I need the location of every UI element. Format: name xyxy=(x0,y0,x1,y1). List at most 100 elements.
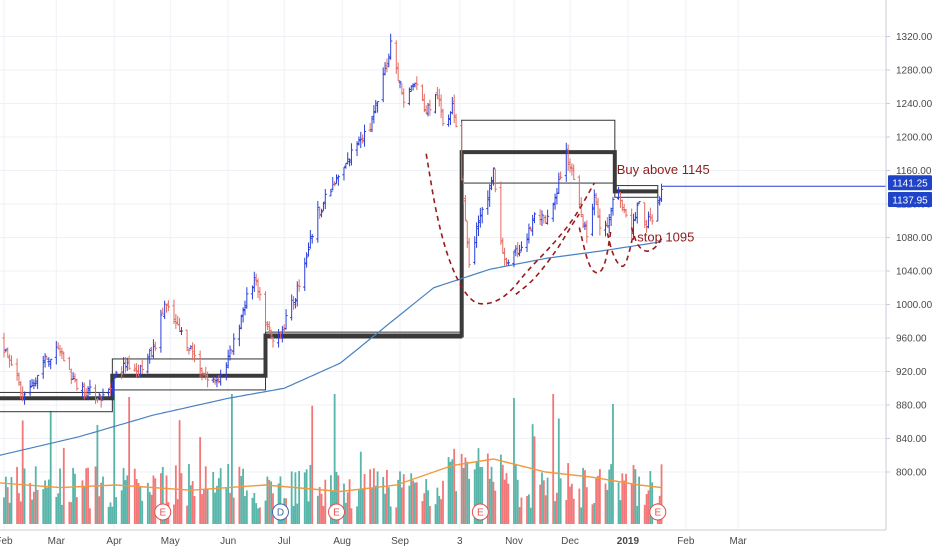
price-bars xyxy=(2,33,664,408)
cup-handle-curve xyxy=(425,153,595,305)
earnings-marker[interactable] xyxy=(471,503,489,521)
volume-bar xyxy=(303,472,306,524)
y-tick-label: 1080.00 xyxy=(896,233,932,244)
volume-bar xyxy=(204,466,207,524)
stop-annotation: stop 1095 xyxy=(637,230,694,245)
event-marker-label: E xyxy=(477,508,484,519)
price-tag[interactable] xyxy=(888,191,932,207)
volume-bar xyxy=(75,497,78,524)
buy-annotation: Buy above 1145 xyxy=(617,162,710,177)
volume-bar xyxy=(36,489,39,524)
price-tag[interactable] xyxy=(888,175,932,191)
volume-bar xyxy=(245,490,248,524)
volume-bar xyxy=(219,468,222,524)
volume-bar xyxy=(47,479,50,524)
volume-bar xyxy=(645,494,648,524)
volume-bar xyxy=(343,483,345,524)
volume-bar xyxy=(251,497,254,524)
earnings-marker[interactable] xyxy=(328,503,346,521)
volume-bar xyxy=(520,497,523,524)
volume-bar xyxy=(544,495,547,524)
volume-bar xyxy=(98,496,101,524)
x-tick-label: Mar xyxy=(730,536,748,547)
volume-bar xyxy=(255,503,258,524)
volume-bar xyxy=(440,499,443,524)
volume-bar xyxy=(18,493,20,524)
gridlines xyxy=(0,0,886,530)
volume-bar xyxy=(3,497,5,524)
volume-bar xyxy=(554,501,556,524)
moving-average-line xyxy=(0,241,662,456)
volume-bar xyxy=(475,461,478,524)
annotations: Buy above 1145 stop 1095 xyxy=(617,162,710,245)
volume-bar xyxy=(371,487,373,524)
volume-bar xyxy=(399,471,401,524)
volume-bar xyxy=(468,478,471,524)
volume-bar xyxy=(630,483,633,524)
volume-bar xyxy=(570,483,573,524)
volume-bar xyxy=(449,461,452,524)
volume-bar xyxy=(173,504,175,524)
y-tick-label: 960.00 xyxy=(896,334,927,345)
volume-bar xyxy=(232,497,235,524)
volume-bar xyxy=(612,404,614,524)
volume-bar xyxy=(346,492,349,524)
volume-moving-average xyxy=(0,458,662,493)
volume-bar xyxy=(62,447,65,524)
consolidation-box xyxy=(0,391,113,413)
x-tick-label: May xyxy=(161,536,180,547)
cup-handle-curve xyxy=(515,213,580,296)
volume-bar xyxy=(477,448,480,524)
moving-average xyxy=(0,241,662,456)
volume-bar xyxy=(580,507,583,524)
volume-bar xyxy=(634,469,637,524)
dividend-marker[interactable] xyxy=(271,503,289,521)
volume-bar xyxy=(529,507,532,524)
x-tick-label: Dec xyxy=(561,536,579,547)
volume-bar xyxy=(44,480,46,524)
volume-bar xyxy=(647,490,650,524)
volume-bar xyxy=(191,480,194,524)
volume-bar xyxy=(501,464,504,524)
volume-bar xyxy=(330,475,332,524)
volume-bar xyxy=(199,437,202,524)
earnings-marker[interactable] xyxy=(154,503,172,521)
volume-bar xyxy=(253,493,256,524)
volume-bar xyxy=(178,420,181,524)
volume-bar xyxy=(585,487,588,524)
volume-bar xyxy=(372,468,375,524)
volume-bar xyxy=(311,405,314,524)
volume-bar xyxy=(296,503,299,524)
price-tag-label: 1137.95 xyxy=(892,195,928,206)
volume-bar xyxy=(466,461,469,524)
earnings-marker[interactable] xyxy=(649,503,667,521)
volume-bar xyxy=(46,487,48,524)
volume-bar xyxy=(651,482,654,524)
volume-bar xyxy=(649,471,652,524)
volume-bar xyxy=(150,494,153,524)
volume-bar xyxy=(186,505,188,524)
volume-bar xyxy=(462,467,465,524)
volume-bar xyxy=(481,466,484,524)
volume-bar xyxy=(202,489,205,524)
volume-bar xyxy=(49,410,52,524)
volume-bar xyxy=(102,476,104,524)
event-marker-label: E xyxy=(333,508,340,519)
volume-bar xyxy=(126,475,129,524)
volume-bar xyxy=(227,464,230,524)
volume-bar xyxy=(660,464,663,524)
y-tick-label: 1000.00 xyxy=(896,300,932,311)
volume-bar xyxy=(335,471,338,524)
volume-bar xyxy=(533,436,536,524)
volume-bar xyxy=(486,453,489,524)
volume-bar xyxy=(559,478,562,524)
volume-bar xyxy=(499,454,502,524)
volume-bar xyxy=(135,479,138,524)
volume-bar xyxy=(122,468,125,524)
volume-bar xyxy=(290,471,293,524)
volume-bar xyxy=(541,472,543,524)
volume-bar xyxy=(492,481,495,524)
volume-bar xyxy=(244,496,246,524)
